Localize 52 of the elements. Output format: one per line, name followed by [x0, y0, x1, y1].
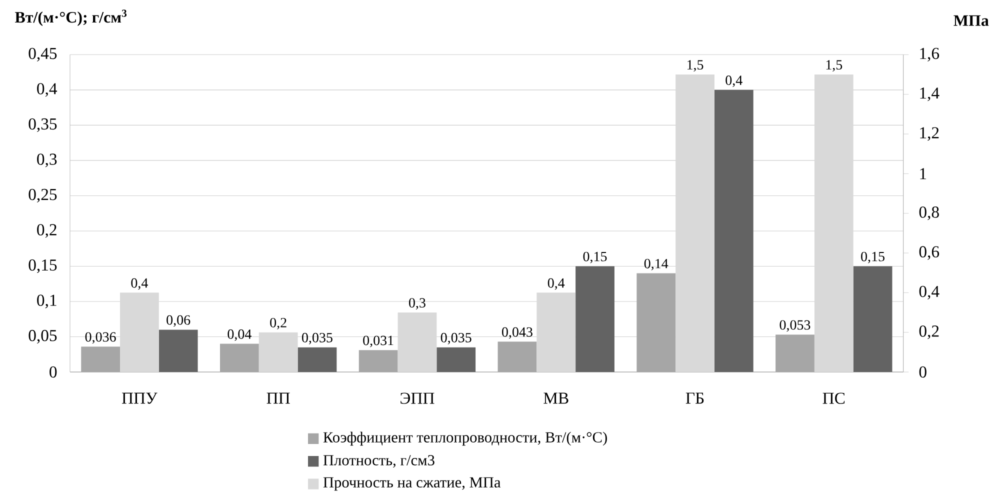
y2-axis-title: МПа — [954, 15, 989, 26]
data-label: 0,2 — [270, 318, 286, 330]
y-tick-label: 0,25 — [28, 188, 57, 203]
data-label: 0,4 — [726, 76, 742, 87]
x-tick-label: ППУ — [122, 392, 158, 404]
y-tick-label: 0,1 — [37, 294, 56, 308]
y-tick-label: 0,2 — [37, 224, 56, 238]
bar — [776, 334, 814, 372]
y2-tick-label: 0 — [919, 366, 926, 378]
y2-tick-label: 1,4 — [920, 88, 940, 102]
y2-tick-label: 0,2 — [919, 326, 939, 340]
data-label: 0,4 — [131, 278, 148, 290]
y-tick-label: 0,45 — [28, 48, 57, 62]
bar — [398, 312, 437, 372]
data-label: 0,031 — [363, 336, 394, 348]
data-label: 1,5 — [687, 60, 704, 72]
data-label: 1,5 — [826, 60, 842, 72]
y2-tick-label: 0,6 — [919, 246, 940, 260]
data-label: 0,06 — [166, 315, 190, 327]
y2-tick-label: 1,6 — [920, 48, 940, 62]
legend-label: Коэффициент теплопроводности, Вт/(м·°С) — [323, 432, 607, 446]
x-tick-label: ГБ — [686, 392, 704, 404]
y2-tick-label: 0,8 — [919, 206, 939, 220]
y-tick-label: 0,3 — [37, 154, 57, 168]
data-label: 0,036 — [85, 332, 116, 344]
legend-label: Плотность, г/см3 — [323, 455, 434, 468]
y2-tick-label: 1 — [920, 168, 926, 180]
y-tick-label: 0 — [50, 366, 57, 378]
y-tick-label: 0,15 — [28, 259, 57, 274]
data-label: 0,15 — [583, 252, 607, 264]
data-label: 0,4 — [548, 278, 565, 290]
legend-label: Прочность на сжатие, МПа — [323, 477, 501, 491]
data-label: 0,035 — [440, 332, 472, 344]
data-label: 0,14 — [644, 258, 668, 270]
y-tick-label: 0,35 — [28, 118, 57, 132]
y-tick-label: 0,05 — [28, 330, 57, 344]
y2-tick-label: 1,2 — [920, 127, 939, 141]
data-label: 0,053 — [780, 320, 810, 332]
y2-tick-label: 0,4 — [919, 286, 940, 300]
data-label: 0,15 — [861, 252, 884, 264]
bar — [814, 74, 854, 372]
x-tick-label: ЭПП — [400, 392, 434, 404]
y-tick-label: 0,4 — [37, 83, 58, 97]
x-tick-label: ПС — [822, 392, 845, 404]
x-tick-label: МВ — [544, 392, 568, 404]
data-label: 0,3 — [409, 298, 426, 310]
y-axis-title: Вт/(м·°С); г/см$^{3}$ — [14, 10, 127, 26]
data-label: 0,043 — [502, 327, 532, 339]
data-label: 0,04 — [228, 329, 252, 341]
x-tick-label: ПП — [266, 392, 290, 404]
data-label: 0,035 — [302, 332, 332, 344]
bar — [81, 346, 120, 372]
